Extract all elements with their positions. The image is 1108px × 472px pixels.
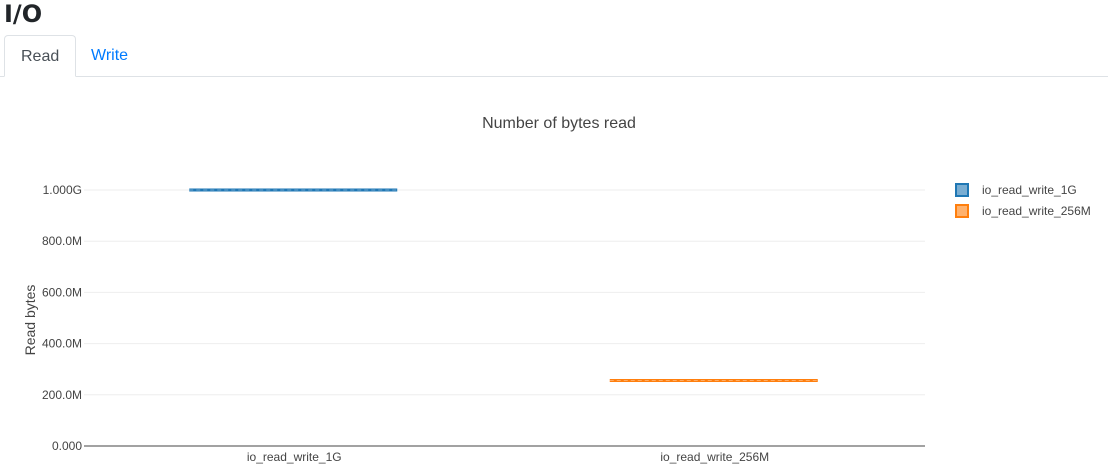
chart-title: Number of bytes read [482, 115, 636, 132]
y-tick-label: 200.0M [42, 388, 82, 402]
tab-bar: Read Write [0, 35, 1108, 77]
x-tick-label: io_read_write_256M [660, 450, 769, 464]
y-tick-label: 0.000 [52, 439, 82, 453]
y-axis-label: Read bytes [22, 285, 38, 356]
y-tick-label: 400.0M [42, 337, 82, 351]
y-tick-label: 600.0M [42, 285, 82, 299]
tab-read[interactable]: Read [4, 35, 77, 77]
x-tick-label: io_read_write_1G [247, 450, 342, 464]
legend-swatch [955, 183, 969, 197]
page-title: I/O [4, 0, 43, 28]
y-tick-label: 800.0M [42, 234, 82, 248]
legend-item: io_read_write_1G [982, 183, 1077, 197]
legend-swatch [955, 204, 969, 218]
legend-item: io_read_write_256M [982, 204, 1091, 218]
tab-write[interactable]: Write [91, 47, 129, 64]
y-tick-label: 1.000G [43, 183, 82, 197]
